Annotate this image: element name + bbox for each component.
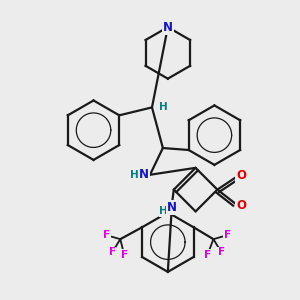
Text: F: F <box>109 247 116 257</box>
Text: O: O <box>236 199 246 212</box>
Text: F: F <box>218 247 225 257</box>
Text: N: N <box>163 21 173 34</box>
Text: F: F <box>204 250 211 260</box>
Text: F: F <box>121 250 128 260</box>
Text: N: N <box>167 201 177 214</box>
Text: F: F <box>224 230 231 240</box>
Text: H: H <box>130 170 139 180</box>
Text: H: H <box>160 206 168 216</box>
Text: N: N <box>139 168 149 181</box>
Text: O: O <box>236 169 246 182</box>
Text: F: F <box>103 230 110 240</box>
Text: H: H <box>159 102 168 112</box>
